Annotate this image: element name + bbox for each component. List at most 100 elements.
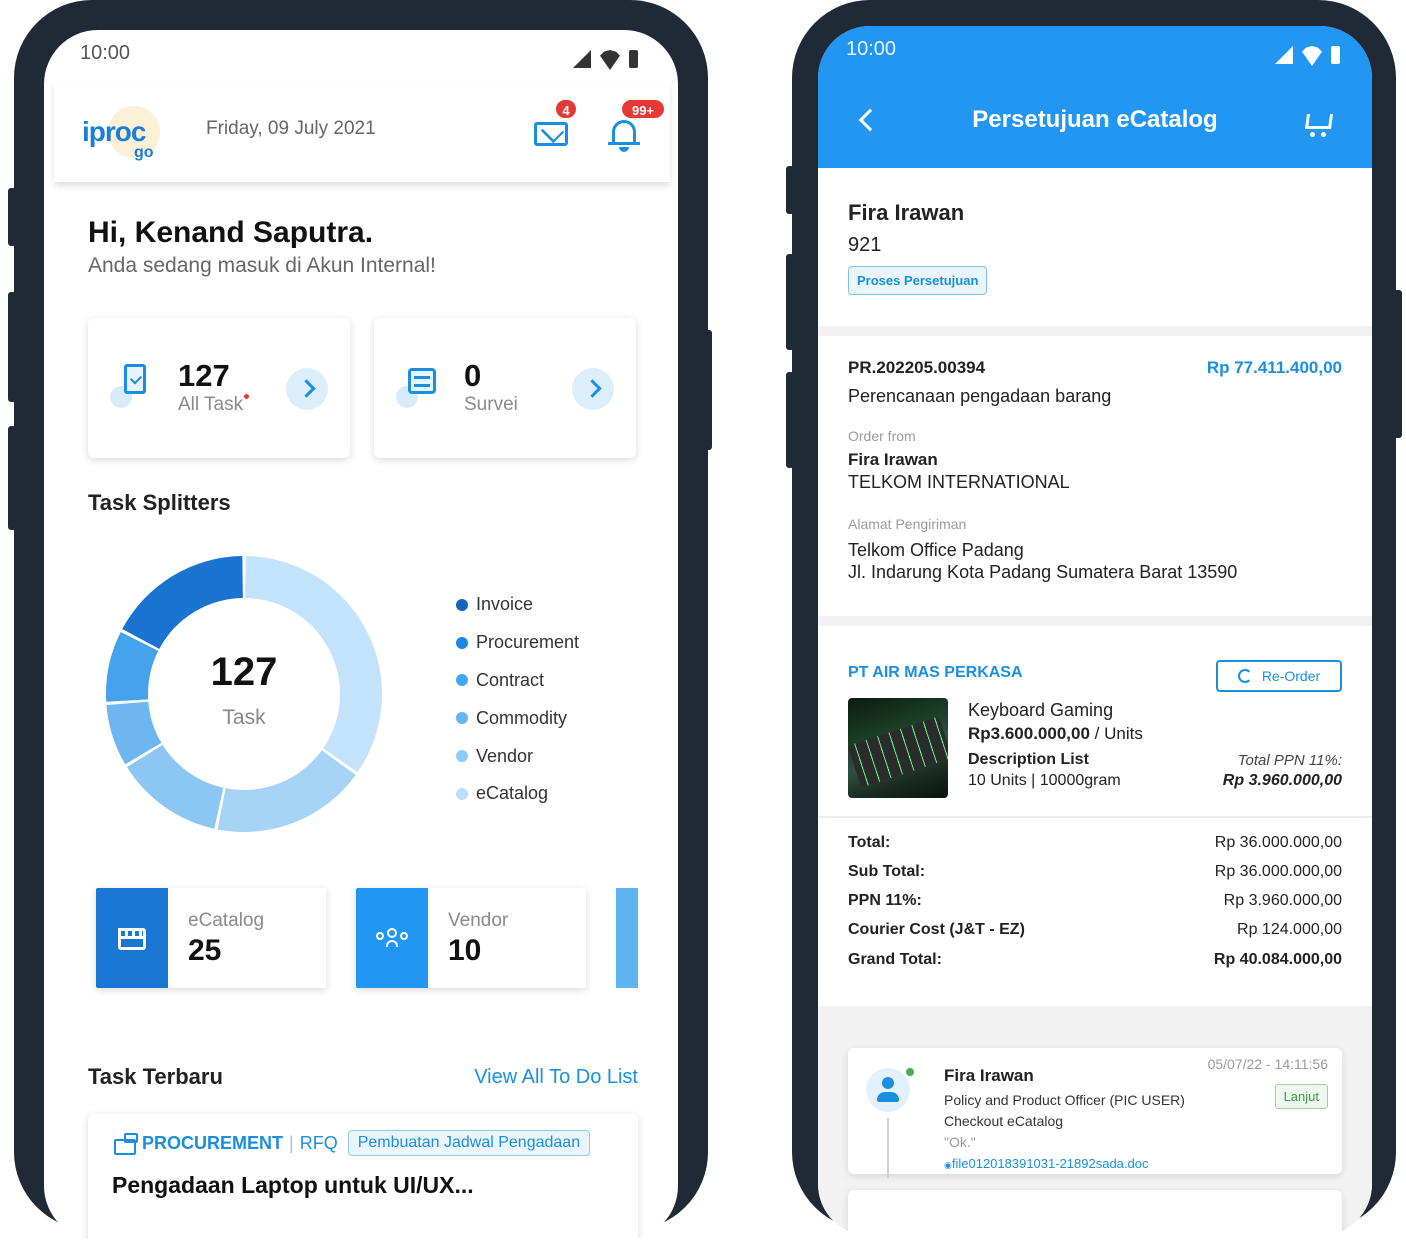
latest-task-card[interactable]: PROCUREMENT | RFQ Pembuatan Jadwal Penga… xyxy=(88,1114,638,1240)
task-splitters-title: Task Splitters xyxy=(88,490,231,515)
legend-item: Procurement xyxy=(456,624,579,662)
donut-legend: Invoice Procurement Contract Commodity Vendo… xyxy=(456,586,579,813)
donut-slice-procurement xyxy=(106,631,159,702)
reorder-button[interactable]: Re-Order xyxy=(1216,660,1342,692)
side-button xyxy=(8,188,16,246)
module-card-next[interactable] xyxy=(616,888,638,988)
legend-dot xyxy=(456,787,468,800)
approval-history-card: 05/07/22 - 14:11:56 Fira Irawan Policy a… xyxy=(848,1048,1342,1178)
header-date: Friday, 09 July 2021 xyxy=(206,118,376,139)
notification-badge: 99+ xyxy=(620,98,666,120)
page-title: Persetujuan eCatalog xyxy=(972,106,1218,133)
all-task-card[interactable]: 127 All Task xyxy=(88,318,350,458)
divider xyxy=(818,326,1372,336)
status-bar: 10:00 xyxy=(44,30,678,82)
avatar xyxy=(866,1068,910,1112)
battery-icon xyxy=(629,50,638,68)
ppn-label: Total PPN 11%: xyxy=(1237,752,1342,769)
side-button xyxy=(8,292,16,402)
unread-dot xyxy=(244,394,250,399)
address-line1: Telkom Office Padang xyxy=(848,540,1024,560)
order-from-name: Fira Irawan xyxy=(848,450,938,469)
chevron-right-icon[interactable] xyxy=(286,368,328,410)
refresh-icon xyxy=(1237,669,1252,683)
timeline-line xyxy=(887,1118,889,1178)
legend-label: eCatalog xyxy=(476,783,549,804)
history-role: Policy and Product Officer (PIC USER) xyxy=(944,1092,1185,1108)
address-label: Alamat Pengiriman xyxy=(848,516,967,532)
view-all-link[interactable]: View All To Do List xyxy=(474,1066,638,1088)
module-label: Vendor xyxy=(448,910,509,931)
history-status-badge: Lanjut xyxy=(1274,1084,1328,1109)
status-badge: Proses Persetujuan xyxy=(848,266,988,295)
legend-dot xyxy=(456,750,468,763)
requester-name: Fira Irawan xyxy=(848,200,965,225)
battery-icon xyxy=(1331,46,1340,64)
module-card-vendor[interactable]: Vendor 10 xyxy=(356,888,586,988)
task-donut-chart xyxy=(106,556,382,832)
greeting-title: Hi, Kenand Saputra. xyxy=(88,216,374,249)
product-image[interactable] xyxy=(848,698,948,798)
side-button xyxy=(704,330,712,450)
iproc-logo[interactable]: iproc go xyxy=(82,106,172,166)
product-price: Rp3.600.000,00 / Units xyxy=(968,724,1143,743)
notification-button[interactable]: 99+ xyxy=(606,98,666,152)
divider xyxy=(818,616,1372,626)
survei-count: 0 xyxy=(464,358,482,393)
procurement-icon xyxy=(112,1133,138,1155)
phone-right: 10:00 Persetujuan eCatalog Fira Irawan 9… xyxy=(792,0,1396,1236)
description-label: Description List xyxy=(968,751,1089,768)
vendor-name: PT AIR MAS PERKASA xyxy=(848,664,1023,681)
signal-icon xyxy=(573,50,591,68)
mail-badge: 4 xyxy=(554,98,578,120)
status-time: 10:00 xyxy=(80,42,131,64)
wifi-icon xyxy=(599,48,621,70)
cart-icon[interactable] xyxy=(1302,110,1332,138)
task-terbaru-title: Task Terbaru xyxy=(88,1064,223,1089)
history-time: 05/07/22 - 14:11:56 xyxy=(1207,1056,1328,1072)
side-button xyxy=(786,166,794,214)
clipboard-icon xyxy=(110,362,154,410)
logo-sub: go xyxy=(134,144,154,161)
status-bar: 10:00 xyxy=(818,26,1372,78)
task-separator: | xyxy=(289,1132,294,1153)
reorder-label: Re-Order xyxy=(1261,668,1321,684)
survei-card[interactable]: 0 Survei xyxy=(374,318,636,458)
task-category: PROCUREMENT xyxy=(142,1132,284,1153)
legend-label: Commodity xyxy=(476,707,568,728)
donut-slice-vendor xyxy=(217,750,356,832)
all-task-count: 127 xyxy=(178,358,230,393)
signal-icon xyxy=(1275,46,1293,64)
legend-label: Contract xyxy=(476,669,545,690)
side-button xyxy=(786,254,794,350)
legend-label: Vendor xyxy=(476,745,534,766)
module-card-ecatalog[interactable]: eCatalog 25 xyxy=(96,888,326,988)
order-number: PR.202205.00394 xyxy=(848,358,986,377)
survey-icon xyxy=(396,362,440,410)
greeting-subtitle: Anda sedang masuk di Akun Internal! xyxy=(88,254,436,277)
check-icon xyxy=(904,1066,916,1078)
status-time: 10:00 xyxy=(846,38,897,60)
legend-item: Commodity xyxy=(456,699,579,737)
logo-text: iproc xyxy=(82,116,146,147)
module-label: eCatalog xyxy=(188,910,265,931)
app-bar: 10:00 Persetujuan eCatalog xyxy=(818,26,1372,168)
legend-dot xyxy=(456,712,468,725)
chevron-right-icon[interactable] xyxy=(572,368,614,410)
wifi-icon xyxy=(1301,44,1323,66)
attachment-link[interactable]: file012018391031-21892sada.doc xyxy=(944,1156,1149,1171)
mail-button[interactable]: 4 xyxy=(532,98,578,152)
divider xyxy=(818,816,1372,818)
order-amount: Rp 77.411.400,00 xyxy=(1206,358,1342,377)
order-from-company: TELKOM INTERNATIONAL xyxy=(848,472,1070,492)
phone-left: 10:00 iproc go Friday, 09 July 2021 4 99… xyxy=(14,0,708,1240)
legend-item: eCatalog xyxy=(456,775,579,813)
product-name: Keyboard Gaming xyxy=(968,700,1114,720)
approval-screen: 10:00 Persetujuan eCatalog Fira Irawan 9… xyxy=(818,26,1372,1236)
module-value: 10 xyxy=(448,934,482,967)
module-value: 25 xyxy=(188,934,222,967)
app-header: iproc go Friday, 09 July 2021 4 99+ xyxy=(54,82,670,182)
legend-item: Contract xyxy=(456,662,579,700)
home-screen: 10:00 iproc go Friday, 09 July 2021 4 99… xyxy=(44,30,678,1240)
task-type: RFQ xyxy=(299,1132,338,1153)
